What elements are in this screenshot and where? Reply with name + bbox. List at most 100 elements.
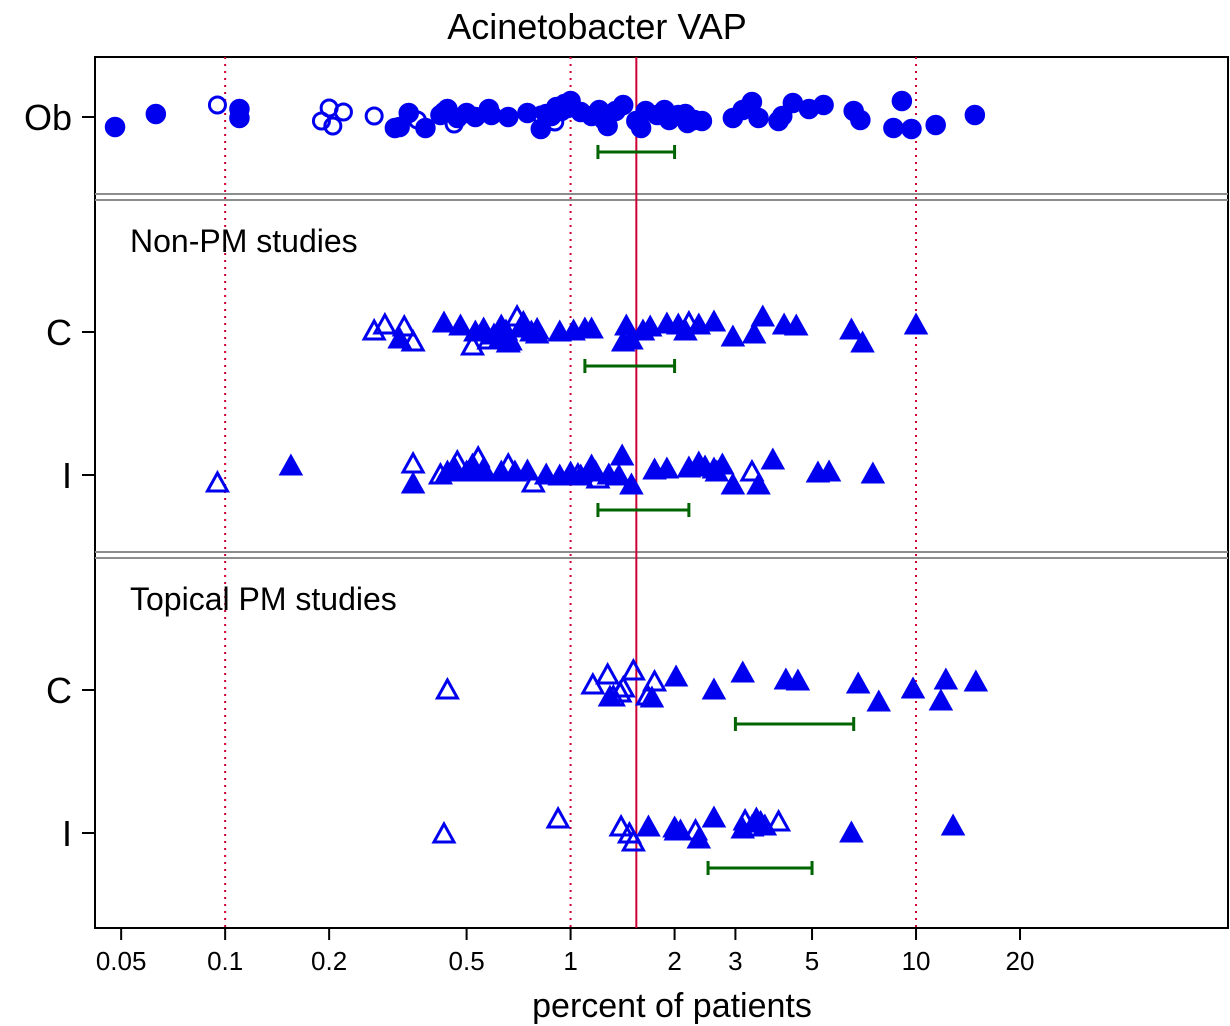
data-point-filled-circle — [850, 109, 871, 131]
plot-border — [94, 56, 1229, 929]
data-point-filled-circle — [813, 94, 834, 116]
data-point-filled-triangle — [686, 826, 712, 849]
data-point-filled-circle — [630, 117, 652, 139]
data-point-open-circle — [323, 116, 343, 136]
data-point-filled-triangle — [668, 818, 693, 841]
data-point-filled-circle — [925, 114, 946, 136]
data-point-filled-triangle — [606, 463, 632, 486]
data-point-filled-circle — [964, 104, 986, 126]
data-point-open-circle — [207, 95, 227, 115]
data-point-filled-triangle — [752, 813, 778, 836]
x-axis: 0.05 0.1 0.2 0.5 1 2 3 5 10 20 — [96, 928, 1035, 976]
data-point-filled-triangle — [701, 677, 727, 700]
data-point-filled-triangle — [746, 472, 771, 495]
data-point-open-triangle — [739, 458, 765, 482]
data-point-filled-triangle — [845, 671, 871, 694]
data-point-open-triangle — [641, 668, 668, 692]
data-point-filled-triangle — [783, 313, 809, 336]
data-point-filled-triangle — [701, 805, 727, 828]
data-point-filled-circle — [748, 107, 769, 129]
data-point-filled-circle — [104, 116, 126, 138]
data-point-filled-triangle — [597, 684, 623, 707]
data-point-open-triangle — [620, 657, 646, 681]
data-point-filled-circle — [145, 103, 167, 125]
data-point-filled-triangle — [760, 447, 786, 470]
panel-label: Topical PM studies — [130, 581, 397, 617]
data-point-filled-triangle — [614, 313, 639, 336]
data-point-open-triangle — [608, 813, 634, 837]
data-point-open-triangle — [372, 311, 398, 335]
data-point-open-circle — [333, 102, 353, 122]
data-point-filled-circle — [901, 118, 922, 140]
data-point-filled-triangle — [636, 814, 661, 837]
data-point-filled-triangle — [448, 313, 473, 336]
panel-labels: Non-PM studies Topical PM studies — [130, 223, 397, 617]
data-point-filled-circle — [481, 104, 502, 126]
data-point-filled-triangle — [933, 667, 959, 690]
x-tick-label: 1 — [563, 946, 577, 976]
data-point-filled-triangle — [860, 461, 886, 484]
x-tick-label: 0.1 — [207, 946, 243, 976]
x-tick-label: 0.05 — [96, 946, 147, 976]
data-point-filled-triangle — [730, 660, 756, 683]
panel-label: Non-PM studies — [130, 223, 358, 259]
x-tick-label: 5 — [805, 946, 819, 976]
data-point-filled-triangle — [928, 688, 954, 711]
data-point-filled-triangle — [663, 664, 689, 687]
data-point-filled-circle — [415, 117, 436, 139]
data-point-filled-triangle — [515, 458, 540, 481]
data-point-filled-triangle — [720, 324, 746, 347]
row-label: C — [46, 670, 72, 711]
x-tick-label: 0.5 — [449, 946, 485, 976]
data-point-filled-triangle — [639, 685, 665, 708]
data-point-filled-triangle — [866, 689, 892, 712]
data-point-open-triangle — [361, 317, 387, 341]
data-point-filled-triangle — [750, 304, 776, 327]
x-tick-label: 3 — [728, 946, 742, 976]
data-point-filled-triangle — [720, 472, 746, 495]
data-point-open-triangle — [400, 450, 426, 474]
data-point-filled-triangle — [471, 456, 496, 479]
data-point-open-triangle — [545, 805, 571, 829]
data-point-open-triangle — [595, 661, 621, 685]
data-point-filled-triangle — [619, 472, 644, 495]
data-point-open-triangle — [204, 469, 231, 493]
data-point-filled-circle — [883, 117, 904, 139]
data-point-open-triangle — [766, 808, 792, 832]
data-points — [104, 90, 989, 852]
data-point-filled-triangle — [441, 454, 467, 477]
row-label: C — [46, 312, 72, 353]
chart-title: Acinetobacter VAP — [447, 6, 747, 47]
row-label: I — [62, 455, 72, 496]
data-point-filled-triangle — [850, 330, 875, 353]
data-point-filled-triangle — [701, 309, 727, 332]
data-point-open-triangle — [620, 828, 646, 852]
data-point-filled-circle — [691, 110, 713, 132]
data-point-filled-triangle — [940, 813, 966, 836]
plot-frame — [94, 56, 1229, 929]
ci-bars — [583, 145, 856, 875]
data-point-open-triangle — [400, 328, 426, 352]
data-point-filled-triangle — [816, 459, 842, 482]
x-tick-label: 10 — [902, 946, 931, 976]
row-labels: Ob C I C I — [24, 97, 95, 854]
data-point-filled-triangle — [387, 326, 412, 349]
data-point-filled-triangle — [583, 459, 608, 482]
row-label: Ob — [24, 97, 72, 138]
data-point-filled-circle — [612, 94, 634, 116]
data-point-filled-triangle — [278, 453, 304, 476]
x-tick-label: 2 — [667, 946, 681, 976]
data-point-filled-triangle — [900, 676, 926, 699]
data-point-filled-triangle — [903, 312, 929, 335]
data-point-filled-triangle — [654, 456, 680, 479]
reference-lines — [224, 57, 918, 928]
data-point-filled-triangle — [963, 669, 989, 692]
x-tick-label: 20 — [1006, 946, 1035, 976]
x-tick-label: 0.2 — [311, 946, 347, 976]
data-point-filled-triangle — [524, 321, 550, 344]
data-point-open-triangle — [459, 332, 486, 356]
data-point-filled-circle — [891, 90, 913, 112]
data-point-filled-triangle — [839, 317, 864, 340]
data-point-open-triangle — [431, 820, 457, 844]
